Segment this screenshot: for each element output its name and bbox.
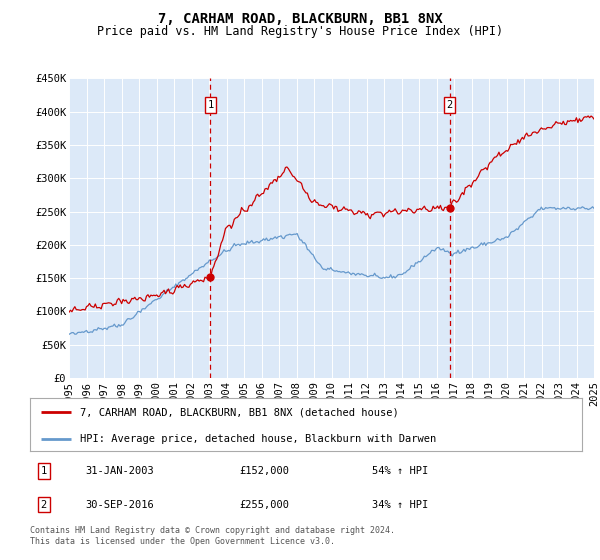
Text: 7, CARHAM ROAD, BLACKBURN, BB1 8NX (detached house): 7, CARHAM ROAD, BLACKBURN, BB1 8NX (deta… bbox=[80, 408, 398, 418]
Text: 34% ↑ HPI: 34% ↑ HPI bbox=[372, 500, 428, 510]
Text: 1: 1 bbox=[208, 100, 214, 110]
Text: 54% ↑ HPI: 54% ↑ HPI bbox=[372, 466, 428, 476]
Text: 1: 1 bbox=[41, 466, 47, 476]
Text: 30-SEP-2016: 30-SEP-2016 bbox=[85, 500, 154, 510]
Text: 2: 2 bbox=[41, 500, 47, 510]
Text: Price paid vs. HM Land Registry's House Price Index (HPI): Price paid vs. HM Land Registry's House … bbox=[97, 25, 503, 38]
Text: HPI: Average price, detached house, Blackburn with Darwen: HPI: Average price, detached house, Blac… bbox=[80, 434, 436, 444]
Text: £255,000: £255,000 bbox=[240, 500, 290, 510]
Text: 31-JAN-2003: 31-JAN-2003 bbox=[85, 466, 154, 476]
Text: 7, CARHAM ROAD, BLACKBURN, BB1 8NX: 7, CARHAM ROAD, BLACKBURN, BB1 8NX bbox=[158, 12, 442, 26]
Text: 2: 2 bbox=[446, 100, 453, 110]
Text: £152,000: £152,000 bbox=[240, 466, 290, 476]
Text: Contains HM Land Registry data © Crown copyright and database right 2024.
This d: Contains HM Land Registry data © Crown c… bbox=[30, 526, 395, 546]
